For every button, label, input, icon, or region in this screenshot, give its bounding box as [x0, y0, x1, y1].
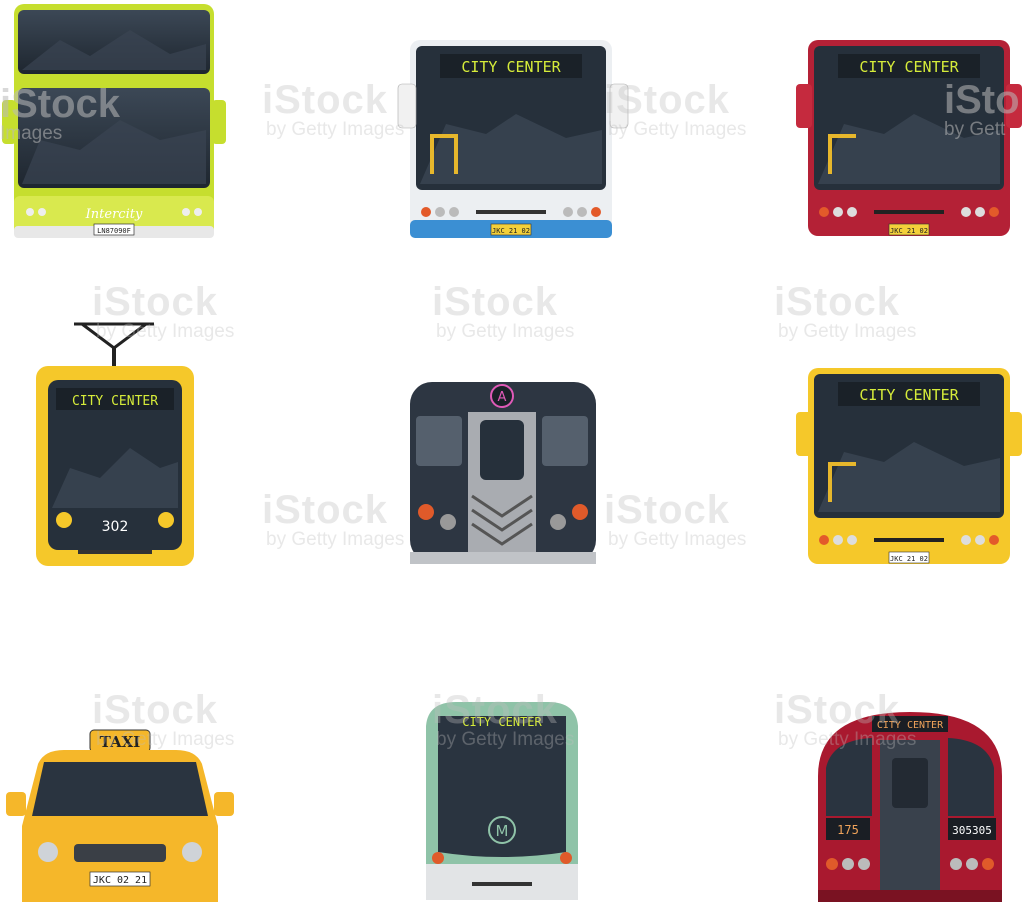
metro-logo: M	[496, 822, 509, 840]
metro-train-icon: CITY CENTER M	[426, 702, 578, 900]
watermark: iStock by Getty Images	[432, 280, 575, 342]
taxi-plate: JKC 02 21	[93, 875, 147, 886]
tram-number: 302	[102, 519, 129, 535]
intercity-brand-text: Intercity	[85, 207, 143, 222]
tram-destination: CITY CENTER	[72, 394, 158, 409]
red-city-bus-icon: CITY CENTER JKC 21 02	[796, 40, 1022, 236]
blue-city-bus-icon: CITY CENTER JKC 21 02	[397, 40, 629, 238]
tram-icon: CITY CENTER 302	[36, 322, 194, 566]
yellow-bus-plate: JKC 21 02	[890, 555, 928, 563]
underground-left-number: 175	[837, 823, 859, 837]
watermark: iStock by Getty Images	[604, 488, 747, 550]
watermark: iStock by Getty Images	[262, 488, 405, 550]
underground-right-number: 305305	[952, 824, 992, 837]
watermark: iStock by Getty Images	[262, 78, 405, 140]
double-decker-plate: LN87090F	[97, 227, 131, 235]
underground-destination: CITY CENTER	[877, 720, 944, 731]
red-bus-plate: JKC 21 02	[890, 227, 928, 235]
blue-bus-destination: CITY CENTER	[461, 58, 561, 76]
blue-bus-plate: JKC 21 02	[492, 227, 530, 235]
yellow-bus-destination: CITY CENTER	[859, 386, 959, 404]
taxi-sign: TAXI	[100, 733, 141, 751]
watermark: iStock by Getty Images	[774, 280, 917, 342]
yellow-city-bus-icon: CITY CENTER JKC 21 02	[796, 368, 1022, 564]
subway-train-icon: A	[410, 382, 596, 564]
red-bus-destination: CITY CENTER	[859, 58, 959, 76]
taxi-icon: TAXI JKC 02 21	[6, 729, 234, 902]
subway-line-letter: A	[498, 390, 507, 405]
double-decker-bus-icon: Intercity LN87090F	[2, 4, 226, 238]
metro-destination: CITY CENTER	[462, 715, 542, 729]
underground-train-icon: CITY CENTER 175 305305	[818, 712, 1002, 902]
